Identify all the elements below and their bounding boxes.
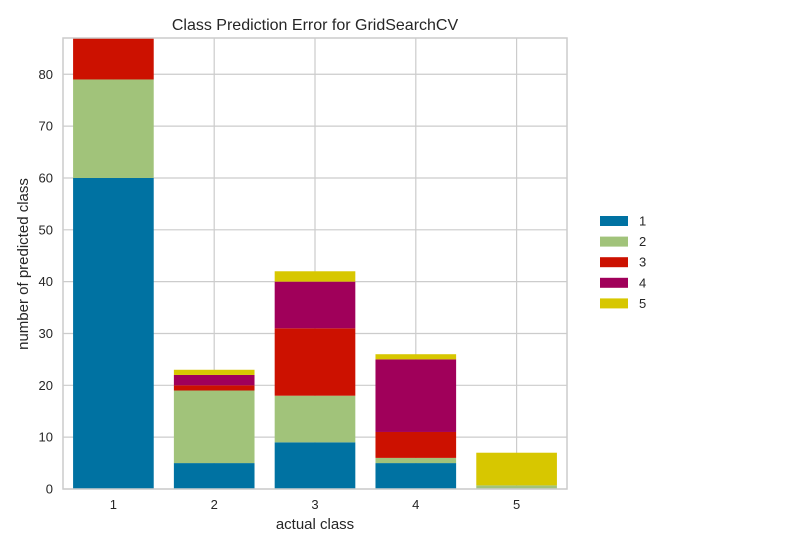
- x-tick-label: 4: [412, 497, 419, 512]
- bar-segment-class-3-pred-3: [274, 328, 356, 396]
- y-tick-label: 60: [39, 170, 53, 185]
- x-tick-label: 2: [211, 497, 218, 512]
- bar-segment-class-2-pred-2: [173, 390, 255, 464]
- legend-swatch-2: [600, 236, 628, 247]
- bar-segment-class-2-pred-5: [173, 369, 255, 375]
- legend: 1 2 3 4 5: [600, 214, 646, 311]
- legend-label-5: 5: [639, 296, 646, 311]
- legend-label-3: 3: [639, 255, 646, 270]
- x-axis-label: actual class: [276, 516, 354, 533]
- legend-swatch-1: [600, 216, 628, 226]
- bar-segment-class-1-pred-2: [73, 79, 154, 178]
- legend-swatch-4: [600, 277, 628, 288]
- bar-segment-class-3-pred-5: [274, 271, 356, 282]
- bar-segment-class-3-pred-2: [274, 395, 356, 443]
- bar-segment-class-5-pred-2: [476, 485, 557, 489]
- bar-segment-class-4-pred-1: [375, 463, 457, 489]
- bar-segment-class-3-pred-1: [274, 442, 356, 489]
- bar-segment-class-2-pred-3: [173, 385, 255, 391]
- plot-frame: [62, 37, 568, 490]
- y-tick-labels: 0 10 20 30 40 50 60 70 80: [39, 67, 53, 497]
- chart-title: Class Prediction Error for GridSearchCV: [172, 17, 459, 34]
- y-tick-label: 30: [39, 326, 53, 341]
- legend-swatch-3: [600, 257, 628, 268]
- bar-segment-class-2-pred-1: [173, 463, 255, 489]
- y-tick-label: 70: [39, 119, 53, 134]
- x-tick-label: 3: [311, 497, 318, 512]
- y-tick-label: 10: [39, 430, 53, 445]
- bar-segment-class-4-pred-5: [375, 354, 457, 360]
- y-tick-label: 0: [46, 482, 53, 497]
- y-tick-label: 20: [39, 378, 53, 393]
- x-tick-label: 1: [110, 497, 117, 512]
- bar-segment-class-4-pred-2: [375, 457, 457, 464]
- x-tick-label: 5: [513, 497, 520, 512]
- bar-segment-class-2-pred-4: [173, 374, 255, 386]
- legend-swatch-5: [600, 298, 628, 309]
- legend-label-1: 1: [639, 214, 646, 229]
- bar-segment-class-1-pred-1: [73, 177, 154, 489]
- y-tick-label: 40: [39, 274, 53, 289]
- y-axis-label: number of predicted class: [15, 178, 32, 350]
- x-tick-labels: 1 2 3 4 5: [110, 497, 520, 512]
- bar-segment-class-5-pred-5: [476, 452, 557, 486]
- bar-segment-class-4-pred-4: [375, 359, 457, 432]
- bars: [73, 38, 557, 489]
- bar-segment-class-3-pred-4: [274, 281, 356, 329]
- legend-label-4: 4: [639, 275, 646, 290]
- y-tick-label: 50: [39, 222, 53, 237]
- legend-label-2: 2: [639, 234, 646, 249]
- y-tick-label: 80: [39, 67, 53, 82]
- bar-segment-class-1-pred-3: [73, 38, 154, 80]
- bar-segment-class-4-pred-3: [375, 431, 457, 458]
